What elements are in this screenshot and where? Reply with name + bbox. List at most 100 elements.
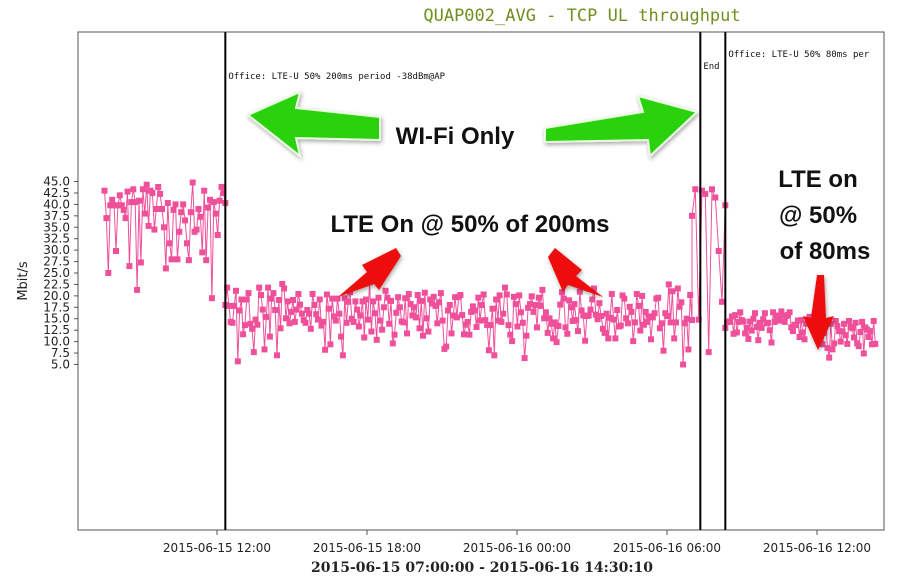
data-point bbox=[789, 328, 796, 335]
data-point bbox=[258, 292, 264, 298]
data-point bbox=[553, 339, 560, 346]
data-point bbox=[612, 335, 619, 342]
data-point bbox=[794, 317, 801, 324]
data-point bbox=[667, 319, 674, 326]
data-point bbox=[665, 281, 672, 288]
data-point bbox=[829, 346, 836, 353]
data-point bbox=[334, 295, 341, 302]
data-point bbox=[388, 297, 394, 304]
y-tick-label: 45.0 bbox=[43, 175, 70, 189]
data-point bbox=[678, 299, 685, 306]
data-point bbox=[412, 314, 419, 321]
data-point bbox=[493, 296, 500, 303]
data-point bbox=[259, 306, 266, 313]
data-point bbox=[212, 210, 219, 217]
y-tick-label: 25.0 bbox=[43, 266, 70, 280]
data-point bbox=[603, 310, 610, 317]
data-point bbox=[404, 330, 410, 337]
data-point bbox=[139, 186, 146, 193]
data-point bbox=[461, 331, 467, 338]
data-point bbox=[214, 232, 221, 238]
data-point bbox=[709, 186, 715, 193]
data-point bbox=[541, 315, 548, 322]
data-point bbox=[685, 346, 692, 353]
data-point bbox=[730, 330, 737, 337]
data-point bbox=[799, 329, 806, 336]
data-point bbox=[272, 307, 279, 313]
data-point bbox=[867, 328, 874, 335]
data-point bbox=[448, 330, 455, 337]
data-point bbox=[416, 325, 423, 332]
data-point bbox=[446, 302, 453, 308]
data-point bbox=[801, 336, 808, 343]
data-point bbox=[176, 228, 183, 235]
data-point bbox=[143, 181, 150, 188]
data-point bbox=[646, 313, 653, 320]
data-point bbox=[134, 286, 141, 293]
data-point bbox=[174, 256, 181, 263]
data-point bbox=[345, 298, 352, 305]
data-point bbox=[464, 318, 471, 325]
data-point bbox=[320, 318, 327, 325]
data-point bbox=[489, 305, 496, 312]
data-point bbox=[309, 291, 316, 297]
x-tick-label: 2015-06-16 12:00 bbox=[763, 541, 871, 555]
data-point bbox=[466, 331, 473, 338]
data-point bbox=[187, 209, 194, 216]
data-point bbox=[491, 352, 498, 359]
data-point bbox=[210, 199, 217, 206]
series-line bbox=[104, 182, 876, 365]
data-point bbox=[715, 248, 722, 254]
data-point bbox=[275, 297, 282, 303]
data-point bbox=[660, 347, 667, 354]
data-point bbox=[674, 285, 681, 292]
data-point bbox=[737, 309, 744, 316]
data-point bbox=[578, 307, 585, 314]
data-point bbox=[475, 294, 482, 301]
data-point bbox=[766, 327, 773, 334]
data-point bbox=[750, 315, 757, 322]
data-point bbox=[386, 320, 393, 327]
data-point bbox=[282, 315, 289, 322]
data-point bbox=[624, 320, 631, 327]
data-point bbox=[201, 187, 208, 194]
data-point bbox=[130, 186, 137, 193]
data-point bbox=[407, 301, 414, 308]
data-point bbox=[689, 317, 695, 324]
data-point bbox=[354, 306, 361, 313]
data-point bbox=[832, 318, 839, 324]
data-point bbox=[635, 302, 642, 309]
data-point bbox=[379, 326, 386, 333]
data-point bbox=[748, 327, 755, 334]
data-point bbox=[550, 335, 557, 342]
data-point bbox=[189, 179, 196, 186]
data-point bbox=[373, 336, 380, 343]
data-point bbox=[530, 308, 537, 315]
data-point bbox=[145, 222, 152, 229]
wifi-only-callout: WI-Fi Only bbox=[246, 90, 699, 159]
data-point bbox=[409, 312, 416, 319]
y-tick-label: 30.0 bbox=[43, 243, 70, 257]
data-point bbox=[592, 311, 599, 318]
data-point bbox=[234, 358, 241, 365]
data-point bbox=[355, 323, 362, 330]
data-point bbox=[656, 325, 663, 332]
data-point bbox=[336, 310, 343, 317]
lte-80ms-line-3: of 80ms bbox=[780, 238, 871, 265]
data-point bbox=[193, 226, 200, 233]
data-point bbox=[339, 352, 346, 359]
data-point bbox=[304, 307, 311, 313]
data-point bbox=[208, 295, 215, 302]
down-right-arrow-icon bbox=[548, 248, 603, 297]
data-point bbox=[528, 293, 535, 300]
data-point bbox=[391, 331, 398, 338]
data-point bbox=[170, 206, 177, 213]
data-point bbox=[205, 204, 212, 211]
data-point bbox=[370, 298, 377, 305]
data-point bbox=[185, 257, 192, 264]
data-point bbox=[218, 184, 225, 190]
data-point bbox=[469, 303, 476, 310]
data-point bbox=[824, 345, 831, 351]
data-point bbox=[632, 319, 638, 326]
